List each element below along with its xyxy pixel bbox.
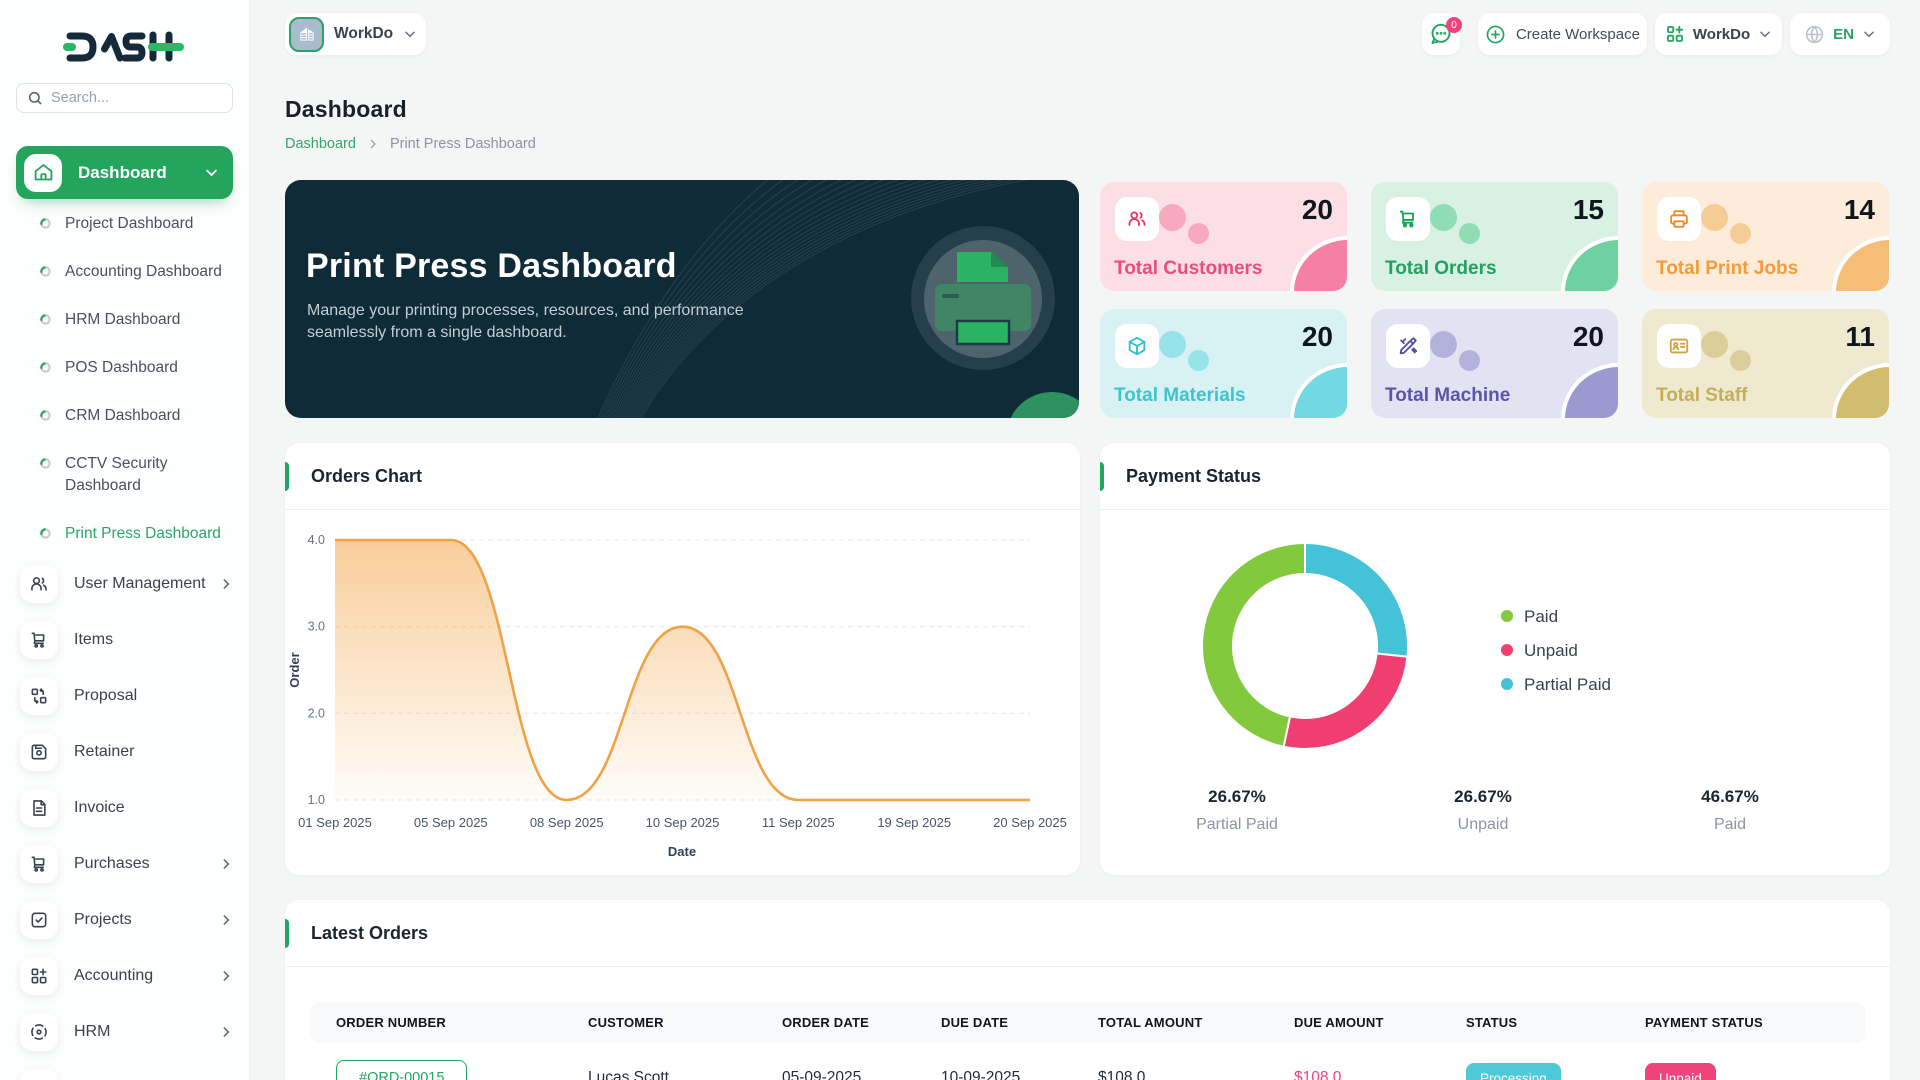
svg-text:46.67%: 46.67% [1701, 787, 1759, 806]
svg-text:Date: Date [668, 844, 696, 859]
svg-text:20 Sep 2025: 20 Sep 2025 [993, 815, 1067, 830]
svg-text:05 Sep 2025: 05 Sep 2025 [414, 815, 488, 830]
svg-text:11 Sep 2025: 11 Sep 2025 [762, 815, 835, 830]
svg-text:08 Sep 2025: 08 Sep 2025 [530, 815, 604, 830]
svg-text:4.0: 4.0 [308, 533, 325, 547]
svg-text:19 Sep 2025: 19 Sep 2025 [877, 815, 951, 830]
svg-text:Order: Order [287, 652, 302, 687]
svg-text:01 Sep 2025: 01 Sep 2025 [298, 815, 372, 830]
svg-text:1.0: 1.0 [308, 793, 325, 807]
svg-text:2.0: 2.0 [308, 706, 325, 720]
svg-text:3.0: 3.0 [308, 620, 325, 634]
svg-text:Partial Paid: Partial Paid [1524, 675, 1611, 694]
svg-text:10 Sep 2025: 10 Sep 2025 [646, 815, 720, 830]
svg-text:Unpaid: Unpaid [1458, 816, 1509, 833]
svg-text:Partial Paid: Partial Paid [1196, 816, 1278, 833]
svg-text:26.67%: 26.67% [1454, 787, 1512, 806]
svg-text:Paid: Paid [1524, 607, 1558, 626]
svg-text:26.67%: 26.67% [1208, 787, 1266, 806]
svg-text:Paid: Paid [1714, 816, 1746, 833]
svg-text:Unpaid: Unpaid [1524, 641, 1578, 660]
